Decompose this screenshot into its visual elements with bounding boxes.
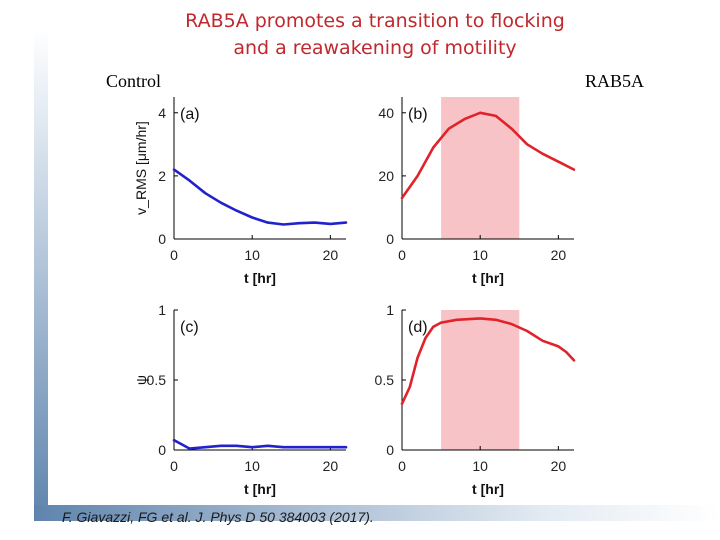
- panel-label-a: (a): [180, 106, 200, 123]
- x-tick-label-b: 0: [398, 247, 406, 263]
- x-tick-label-c: 20: [323, 458, 339, 474]
- series-line-c: [172, 438, 348, 450]
- panel-label-b: (b): [408, 106, 428, 123]
- x-tick-label-a: 10: [244, 247, 260, 263]
- panel-label-c: (c): [180, 319, 199, 336]
- y-tick-label-b: 20: [378, 168, 394, 184]
- shaded-region-b: [441, 97, 520, 239]
- y-tick-label-a: 4: [158, 105, 166, 121]
- y-tick-label-b: 0: [386, 231, 394, 247]
- shaded-region-d: [441, 310, 520, 450]
- decorative-left-bar: [34, 30, 48, 520]
- y-tick-label-d: 0: [386, 442, 394, 458]
- x-tick-label-b: 20: [551, 247, 567, 263]
- series-line-d: [400, 317, 576, 406]
- y-tick-label-b: 40: [378, 105, 394, 121]
- x-axis-label-c: t [hr]: [244, 481, 276, 497]
- x-tick-label-a: 0: [170, 247, 178, 263]
- slide-title-line1: RAB5A promotes a transition to flocking: [185, 10, 565, 32]
- x-tick-label-d: 20: [551, 458, 567, 474]
- x-tick-label-d: 0: [398, 458, 406, 474]
- y-axis-label-a: v_RMS [μm/hr]: [133, 121, 149, 215]
- x-tick-label-a: 20: [323, 247, 339, 263]
- slide-title-line2: and a reawakening of motility: [233, 37, 517, 59]
- series-line-b: [400, 111, 576, 200]
- citation: F. Giavazzi, FG et al. J. Phys D 50 3840…: [62, 509, 374, 525]
- x-tick-label-c: 10: [244, 458, 260, 474]
- x-axis-label-d: t [hr]: [472, 481, 504, 497]
- y-tick-label-d: 0.5: [375, 372, 395, 388]
- slide-title: RAB5A promotes a transition to flocking …: [100, 8, 650, 62]
- control-label: Control: [106, 71, 162, 91]
- y-axis-label-c: ψ: [133, 375, 149, 385]
- x-axis-label-b: t [hr]: [472, 270, 504, 286]
- y-tick-label-d: 1: [386, 302, 394, 318]
- y-tick-label-a: 0: [158, 231, 166, 247]
- y-tick-label-c: 1: [158, 302, 166, 318]
- x-tick-label-d: 10: [472, 458, 488, 474]
- x-axis-label-a: t [hr]: [244, 270, 276, 286]
- decorative-bottom-bar: [34, 505, 720, 521]
- x-tick-label-b: 10: [472, 247, 488, 263]
- y-tick-label-c: 0: [158, 442, 166, 458]
- y-tick-label-c: 0.5: [147, 372, 167, 388]
- rab5a-label: RAB5A: [585, 71, 645, 91]
- series-line-a: [172, 168, 348, 226]
- x-tick-label-c: 0: [170, 458, 178, 474]
- y-tick-label-a: 2: [158, 168, 166, 184]
- panel-label-d: (d): [408, 319, 428, 336]
